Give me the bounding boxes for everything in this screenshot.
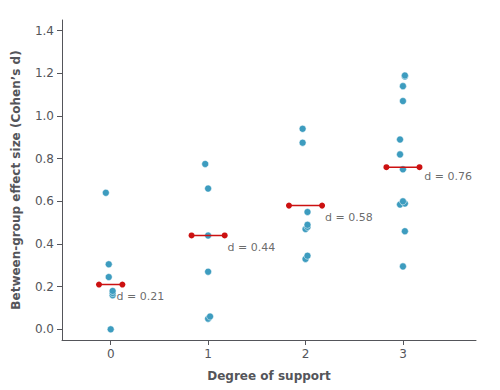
svg-text:d = 0.76: d = 0.76 [424, 170, 472, 183]
svg-text:1.2: 1.2 [35, 66, 54, 80]
svg-text:0.8: 0.8 [35, 152, 54, 166]
svg-text:d = 0.44: d = 0.44 [228, 241, 276, 254]
svg-text:0.6: 0.6 [35, 194, 54, 208]
svg-text:Degree of support: Degree of support [207, 369, 331, 383]
svg-text:1.0: 1.0 [35, 109, 54, 123]
svg-text:1: 1 [204, 347, 212, 361]
svg-text:0: 0 [107, 347, 115, 361]
svg-text:1.4: 1.4 [35, 24, 54, 38]
svg-text:3: 3 [399, 347, 407, 361]
svg-text:0.4: 0.4 [35, 237, 54, 251]
svg-text:0.0: 0.0 [35, 322, 54, 336]
svg-text:d = 0.58: d = 0.58 [325, 211, 373, 224]
svg-text:d = 0.21: d = 0.21 [117, 290, 165, 303]
svg-text:Between-group effect size (Coh: Between-group effect size (Cohen’s d) [9, 50, 23, 309]
svg-text:2: 2 [302, 347, 310, 361]
svg-text:0.2: 0.2 [35, 280, 54, 294]
